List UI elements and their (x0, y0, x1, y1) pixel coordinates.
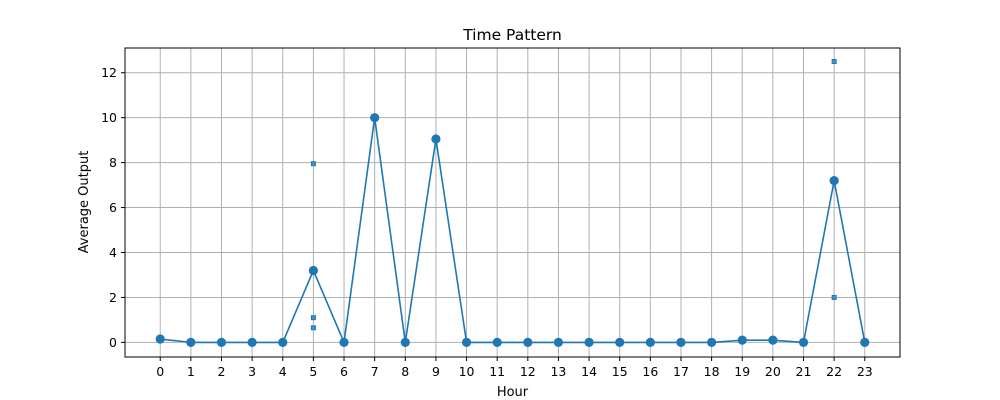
x-tick-label: 2 (218, 364, 226, 379)
x-tick-label: 9 (432, 364, 440, 379)
data-point (615, 337, 625, 347)
data-point (645, 337, 655, 347)
data-point (737, 335, 747, 345)
data-point (278, 337, 288, 347)
x-tick-label: 23 (857, 364, 873, 379)
y-tick-label: 2 (109, 290, 117, 305)
data-point (186, 337, 196, 347)
data-point (523, 337, 533, 347)
range-mark (310, 161, 316, 167)
x-tick-label: 17 (673, 364, 689, 379)
x-tick-label: 12 (520, 364, 536, 379)
range-mark (310, 315, 316, 321)
x-tick-label: 0 (156, 364, 164, 379)
data-point (707, 337, 717, 347)
x-tick-label: 7 (371, 364, 379, 379)
data-point (155, 334, 165, 344)
data-point (829, 175, 839, 186)
x-axis-label: Hour (497, 385, 529, 400)
range-marks (310, 58, 837, 331)
x-tick-label: 20 (765, 364, 781, 379)
x-axis-ticks: 0 1 2 3 4 5 6 7 8 9 10 11 12 13 14 15 16 17 18 19 20 21 22 23 (156, 357, 873, 379)
x-tick-label: 10 (459, 364, 475, 379)
data-point (584, 337, 594, 347)
y-axis-ticks: 0 2 4 6 8 10 12 (101, 65, 125, 350)
data-point (553, 337, 564, 347)
series-layer (155, 113, 870, 347)
data-point (247, 337, 257, 347)
x-tick-label: 5 (309, 364, 317, 379)
data-point (339, 337, 349, 347)
data-point (860, 337, 870, 347)
series-line (160, 116, 866, 344)
data-point (400, 337, 410, 347)
data-point (492, 337, 502, 347)
x-tick-label: 22 (826, 364, 842, 379)
x-tick-label: 16 (642, 364, 658, 379)
data-point (370, 113, 380, 123)
y-tick-label: 0 (109, 335, 117, 350)
chart-title: Time Pattern (462, 26, 562, 44)
data-point (461, 337, 472, 347)
x-tick-label: 19 (734, 364, 750, 379)
x-tick-label: 14 (581, 364, 597, 379)
range-mark (831, 294, 837, 300)
y-tick-label: 12 (101, 65, 117, 80)
y-tick-label: 4 (109, 245, 117, 260)
x-tick-label: 21 (796, 364, 812, 379)
data-point (798, 337, 809, 347)
grid (125, 48, 900, 357)
x-tick-label: 3 (248, 364, 256, 379)
data-point (216, 337, 227, 347)
y-axis-label: Average Output (77, 151, 92, 254)
x-tick-label: 1 (187, 364, 195, 379)
x-tick-label: 6 (340, 364, 348, 379)
data-point (768, 335, 778, 345)
x-tick-label: 4 (279, 364, 287, 379)
x-tick-label: 13 (550, 364, 566, 379)
range-mark (310, 325, 316, 331)
x-tick-label: 15 (612, 364, 628, 379)
x-tick-label: 18 (704, 364, 720, 379)
y-tick-label: 6 (109, 200, 117, 215)
x-tick-label: 8 (401, 364, 409, 379)
data-point (431, 134, 441, 144)
plot-area (124, 47, 901, 358)
y-tick-label: 8 (109, 155, 117, 170)
y-tick-label: 10 (101, 110, 117, 125)
x-tick-label: 11 (489, 364, 505, 379)
range-mark (831, 58, 837, 64)
data-point (676, 337, 686, 347)
data-point (308, 265, 318, 276)
